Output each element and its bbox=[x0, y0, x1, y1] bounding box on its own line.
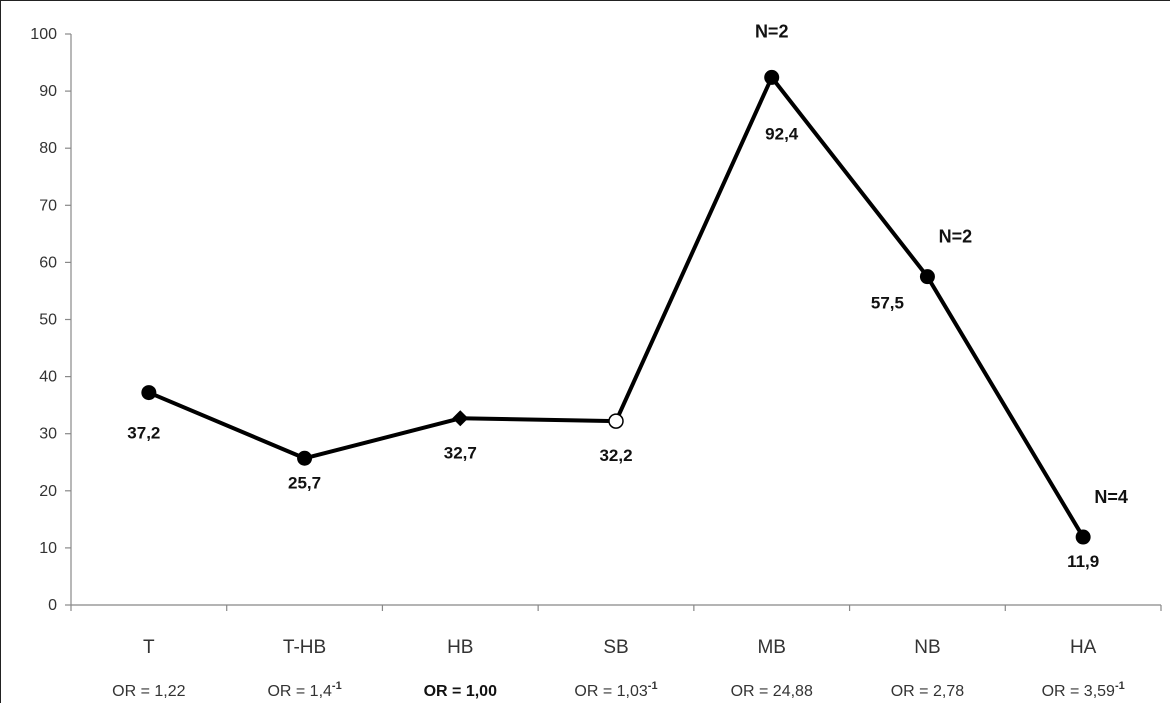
data-label: 57,5 bbox=[871, 294, 904, 313]
data-label: 37,2 bbox=[127, 424, 160, 443]
or-label: OR = 3,59-1 bbox=[1042, 680, 1125, 700]
x-tick-label: T-HB bbox=[283, 637, 326, 658]
x-tick-label: NB bbox=[914, 637, 940, 658]
y-axis-ticks: 0 10 20 30 40 50 60 70 80 90 100 bbox=[30, 26, 71, 614]
y-tick-label: 60 bbox=[39, 254, 57, 271]
y-tick-label: 20 bbox=[39, 483, 57, 500]
x-tick-label: HB bbox=[447, 637, 473, 658]
or-label: OR = 24,88 bbox=[731, 683, 813, 700]
or-labels: OR = 1,22 OR = 1,4-1 OR = 1,00 OR = 1,03-1 O… bbox=[112, 680, 1125, 700]
y-tick-label: 50 bbox=[39, 312, 57, 329]
y-tick-label: 10 bbox=[39, 540, 57, 557]
data-point-marker bbox=[1075, 529, 1091, 545]
x-tick-label: HA bbox=[1070, 637, 1097, 658]
or-label: OR = 1,4-1 bbox=[267, 680, 341, 700]
data-label: 92,4 bbox=[765, 124, 799, 143]
data-point-marker bbox=[919, 269, 935, 285]
data-point-marker bbox=[141, 385, 157, 401]
data-label: 32,2 bbox=[599, 446, 632, 465]
data-point-marker bbox=[452, 410, 469, 427]
data-point-marker bbox=[297, 450, 313, 466]
y-tick-label: 70 bbox=[39, 197, 57, 214]
x-axis-ticks: T T-HB HB SB MB NB HA bbox=[70, 605, 1162, 658]
n-annotation: N=4 bbox=[1094, 487, 1128, 507]
y-tick-label: 100 bbox=[30, 26, 57, 43]
y-tick-label: 0 bbox=[48, 597, 57, 614]
series-line bbox=[146, 75, 1086, 540]
x-tick-label: T bbox=[143, 637, 155, 658]
data-point-marker bbox=[608, 413, 624, 429]
annotations: N=2 N=2 N=4 bbox=[755, 21, 1128, 507]
data-label: 32,7 bbox=[444, 443, 477, 462]
or-label: OR = 1,22 bbox=[112, 683, 185, 700]
or-label: OR = 1,00 bbox=[424, 683, 497, 700]
data-label: 11,9 bbox=[1067, 552, 1099, 571]
data-point-marker bbox=[764, 69, 780, 85]
or-label: OR = 2,78 bbox=[891, 683, 964, 700]
data-label: 25,7 bbox=[288, 473, 321, 492]
or-label: OR = 1,03-1 bbox=[574, 680, 657, 700]
y-tick-label: 30 bbox=[39, 426, 57, 443]
y-tick-label: 90 bbox=[39, 83, 57, 100]
x-tick-label: SB bbox=[603, 637, 628, 658]
n-annotation: N=2 bbox=[755, 21, 789, 41]
data-markers bbox=[141, 69, 1091, 545]
data-labels: 37,2 25,7 32,7 32,2 92,4 57,5 11,9 bbox=[127, 124, 1099, 571]
y-tick-label: 40 bbox=[39, 369, 57, 386]
y-tick-label: 80 bbox=[39, 140, 57, 157]
x-tick-label: MB bbox=[757, 637, 786, 658]
n-annotation: N=2 bbox=[939, 227, 973, 247]
